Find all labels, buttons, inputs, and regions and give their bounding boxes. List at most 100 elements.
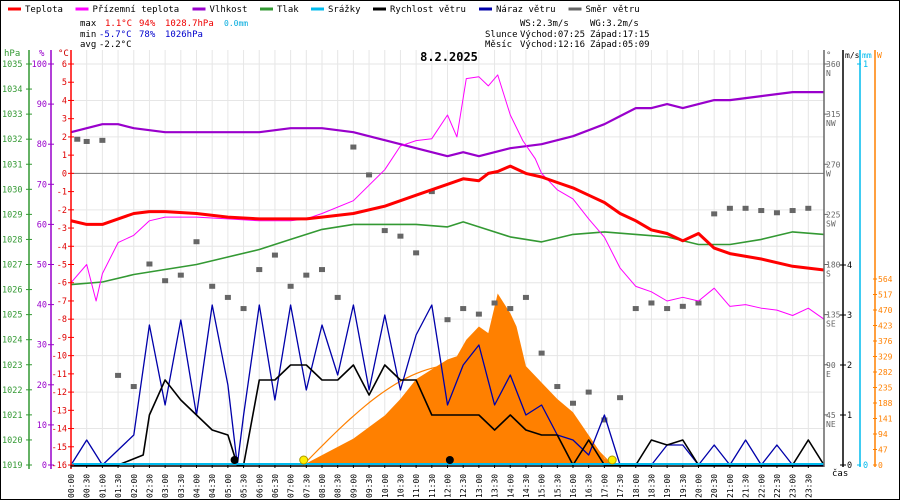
solar-area — [303, 293, 614, 465]
legend-label: Vlhkost — [210, 5, 248, 15]
temperature-tick-label: -10 — [52, 352, 67, 362]
temperature-tick-label: 1 — [62, 151, 67, 161]
wind-direction-point — [805, 205, 812, 211]
pressure-tick-label: 1032 — [2, 135, 22, 145]
wind-direction-point — [74, 136, 81, 142]
wind-direction-point — [570, 400, 576, 406]
wind-direction-point — [554, 384, 561, 390]
temperature-tick-label: -5 — [57, 261, 67, 271]
temperature-tick-label: -14 — [52, 425, 67, 435]
wind-direction-point — [632, 306, 639, 312]
rain-unit: mm — [862, 51, 872, 60]
wind-direction-point — [428, 189, 435, 195]
pressure-tick-label: 1019 — [2, 461, 22, 471]
solar-tick-label: 188 — [878, 399, 893, 408]
wind-direction-point — [664, 306, 671, 312]
x-tick-label: 03:30 — [177, 474, 186, 498]
temperature-tick-label: 4 — [62, 96, 67, 106]
temperature-tick-label: 3 — [62, 115, 67, 125]
x-tick-label: 17:00 — [600, 474, 609, 498]
solar-unit: W — [877, 51, 882, 60]
wind-direction-point — [350, 144, 357, 150]
legend-label: Náraz větru — [496, 5, 556, 15]
temperature-tick-label: -6 — [57, 279, 67, 289]
wind-direction-point — [742, 205, 749, 211]
wind-direction-point — [601, 417, 608, 423]
direction-cardinal-label: W — [826, 169, 831, 178]
x-tick-label: 00:30 — [83, 474, 92, 498]
x-tick-label: 19:00 — [663, 474, 672, 498]
x-tick-label: 20:30 — [710, 474, 719, 498]
x-tick-label: 12:00 — [444, 474, 453, 498]
temperature-tick-label: -4 — [57, 242, 67, 252]
wind-direction-point — [475, 311, 482, 317]
wind-direction-point — [240, 306, 247, 312]
solar-tick-label: 0 — [878, 461, 883, 470]
x-tick-label: 04:00 — [193, 474, 202, 498]
rain-tick-label: 0 — [863, 461, 868, 471]
x-tick-label: 21:30 — [742, 474, 751, 498]
wind-direction-point — [303, 272, 310, 278]
wind-direction-point — [130, 384, 137, 390]
temperature-tick-label: 6 — [62, 60, 67, 70]
wind-direction-point — [366, 172, 373, 178]
direction-unit: ° — [826, 51, 831, 61]
humidity-tick-label: 100 — [32, 60, 47, 70]
x-tick-label: 22:30 — [773, 474, 782, 498]
sunset-marker — [607, 455, 617, 465]
pressure-tick-label: 1024 — [2, 336, 22, 346]
x-tick-label: 16:30 — [585, 474, 594, 498]
legend-label: Tlak — [277, 5, 299, 15]
moonset-marker — [230, 456, 239, 464]
direction-tick-label: 180 — [826, 261, 841, 270]
wind-direction-point — [758, 208, 765, 214]
temperature-tick-label: -8 — [57, 315, 67, 325]
x-tick-label: 22:00 — [757, 474, 766, 498]
x-tick-label: 14:00 — [506, 474, 515, 498]
x-tick-label: 23:30 — [804, 474, 813, 498]
legend-label: Teplota — [25, 5, 63, 15]
legend-label: Přízemní teplota — [93, 5, 180, 15]
x-tick-label: 03:00 — [161, 474, 170, 498]
direction-cardinal-label: NE — [826, 420, 836, 429]
series-teplota — [70, 164, 825, 272]
pressure-tick-label: 1026 — [2, 286, 22, 296]
direction-cardinal-label: E — [826, 370, 831, 379]
temperature-unit: °C — [58, 49, 69, 59]
legend-label: Rychlost větru — [390, 5, 466, 15]
temperature-tick-label: 2 — [62, 133, 67, 143]
humidity-tick-label: 40 — [37, 301, 47, 311]
wind-direction-point — [146, 261, 153, 267]
wind-direction-point — [695, 300, 702, 306]
x-tick-label: 15:30 — [553, 474, 562, 498]
direction-tick-label: 135 — [826, 311, 841, 320]
solar-tick-label: 376 — [878, 337, 893, 346]
solar-tick-label: 47 — [878, 446, 888, 455]
direction-cardinal-label: SE — [826, 320, 836, 329]
humidity-tick-label: 60 — [37, 220, 47, 230]
temperature-tick-label: -12 — [52, 388, 67, 398]
humidity-tick-label: 0 — [42, 461, 47, 471]
pressure-tick-label: 1030 — [2, 185, 22, 195]
solar-tick-label: 564 — [878, 275, 893, 284]
wind-direction-point — [397, 233, 404, 239]
wind-direction-point — [256, 267, 263, 273]
x-tick-label: 19:30 — [679, 474, 688, 498]
wind-direction-point — [711, 211, 718, 217]
x-tick-label: 02:00 — [130, 474, 139, 498]
x-tick-label: 09:30 — [365, 474, 374, 498]
x-tick-label: 08:30 — [334, 474, 343, 498]
humidity-tick-label: 10 — [37, 421, 47, 431]
solar-theoretical-curve — [302, 364, 613, 466]
pressure-tick-label: 1022 — [2, 386, 22, 396]
x-tick-label: 08:00 — [318, 474, 327, 498]
temperature-tick-label: -11 — [52, 370, 67, 380]
x-tick-label: 09:00 — [349, 474, 358, 498]
x-tick-label: 05:00 — [224, 474, 233, 498]
x-tick-label: 10:30 — [396, 474, 405, 498]
wind-direction-point — [193, 239, 200, 245]
wind-direction-point — [162, 278, 169, 284]
humidity-tick-label: 50 — [37, 261, 47, 271]
x-tick-label: 00:00 — [67, 474, 76, 498]
